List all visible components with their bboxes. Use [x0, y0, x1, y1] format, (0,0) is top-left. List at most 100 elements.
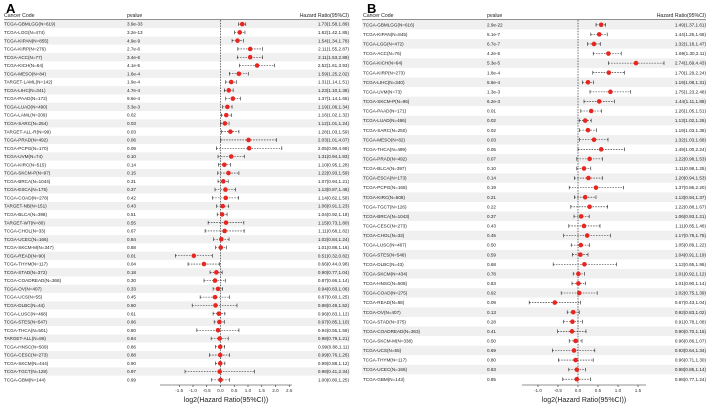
estimate-point	[226, 88, 232, 93]
hazard-ratio-label: 1.23(1.10,1.38)	[318, 88, 350, 93]
estimate-point	[570, 319, 575, 325]
cancer-code-label: TCGA-BRCA(N=1043)	[363, 214, 410, 219]
pvalue-label: 0.02	[487, 128, 496, 133]
cancer-code-label: TCGA-KIRC(N=515)	[4, 162, 46, 167]
table-row	[362, 77, 706, 88]
hazard-ratio-label: 1.44(1.11,1.88)	[675, 99, 706, 104]
hazard-ratio-label: 1.00(0.80,1.25)	[318, 377, 350, 382]
table-row	[4, 226, 350, 236]
table-row	[362, 240, 706, 250]
cancer-code-label: TCGA-STAD(N=372)	[4, 270, 47, 275]
x-tick-label: 0.5	[595, 388, 602, 393]
pvalue-label: 0.66	[127, 320, 136, 325]
estimate-point	[552, 300, 558, 305]
cancer-code-label: TCGA-UVM(N=73)	[363, 89, 402, 94]
hazard-ratio-label: 1.07(0.94,1.21)	[318, 179, 350, 184]
estimate-point	[228, 79, 234, 85]
table-row	[4, 185, 350, 194]
table-row	[4, 301, 350, 310]
table-row	[362, 87, 706, 97]
table-row	[4, 276, 350, 285]
table-row	[4, 235, 350, 244]
pvalue-label: 0.02	[127, 113, 136, 118]
table-row	[4, 28, 350, 37]
estimate-point	[606, 51, 611, 56]
header-hazard-ratio: Hazard Ratio(95%CI)	[300, 13, 350, 19]
hazard-ratio-label: 0.96(0.71,1.30)	[675, 358, 707, 363]
cancer-code-label: TCGA-COAD(N=278)	[4, 195, 49, 200]
pvalue-label: 0.15	[127, 171, 136, 176]
pvalue-label: 0.88	[127, 353, 136, 358]
pvalue-label: 5.3e-5	[487, 61, 500, 66]
hazard-ratio-label: 0.97(0.85,1.10)	[318, 320, 350, 325]
hazard-ratio-label: 0.92(0.83,1.02)	[675, 310, 707, 315]
x-tick-label: 0.5	[231, 388, 238, 393]
pvalue-label: 0.80	[127, 328, 136, 333]
header-cancer-code: Cancer Code	[4, 13, 35, 19]
table-row	[4, 367, 350, 376]
hazard-ratio-label: 1.19(1.03,1.38)	[675, 128, 707, 133]
hazard-ratio-label: 1.69(1.30,2.11)	[675, 51, 706, 56]
pvalue-label: 1.3e-3	[487, 89, 500, 94]
hazard-ratio-label: 2.11(1.53,2.89)	[318, 55, 349, 60]
table-row	[362, 173, 706, 183]
table-row	[4, 135, 350, 145]
table-row	[4, 210, 350, 219]
x-tick-label: 2.0	[272, 388, 279, 393]
hazard-ratio-label: 0.94(0.83,1.06)	[318, 286, 350, 291]
pvalue-label: 1.8e-4	[487, 70, 500, 75]
table-row	[4, 309, 350, 318]
x-tick-label: 1.0	[245, 388, 252, 393]
estimate-point	[222, 162, 227, 168]
pvalue-label: 0.01	[127, 253, 136, 258]
cancer-code-label: TCGA-KIRC(N=508)	[363, 195, 405, 200]
table-row	[4, 86, 350, 95]
table-row	[4, 284, 350, 293]
cancer-code-label: TARGET-WT(N=80)	[4, 220, 45, 225]
pvalue-label: 0.19	[487, 185, 496, 190]
x-tick-label: 0.0	[575, 388, 582, 393]
table-row	[362, 374, 706, 384]
pvalue-label: 1.9e-4	[127, 80, 140, 85]
hazard-ratio-label: 1.12(1.01,1.24)	[318, 121, 350, 126]
hazard-ratio-label: 1.06(0.91,1.23)	[318, 204, 350, 209]
estimate-point	[217, 336, 222, 341]
hazard-ratio-label: 1.19(1.06,1.34)	[318, 104, 350, 109]
cancer-code-label: TARGET-ALL-R(N=99)	[4, 129, 51, 134]
cancer-code-label: TCGA-MESO(N=84)	[4, 71, 46, 76]
cancer-code-label: TCGA-COADREAD(N=363)	[363, 329, 421, 334]
cancer-code-label: TCGA-SKCM-M(N=338)	[363, 338, 413, 343]
cancer-code-label: TCGA-BRCA(N=1044)	[4, 179, 51, 184]
table-row	[4, 326, 350, 335]
pvalue-label: 0.88	[127, 245, 136, 250]
hazard-ratio-label: 0.99(0.76,1.26)	[318, 353, 350, 358]
estimate-point	[574, 376, 580, 382]
estimate-point	[582, 194, 588, 200]
estimate-point	[576, 271, 581, 277]
hazard-ratio-label: 1.22(0.98,1.53)	[675, 156, 707, 161]
estimate-point	[228, 129, 233, 134]
table-row	[4, 293, 350, 302]
hazard-ratio-label: 1.01(0.90,1.14)	[675, 281, 707, 286]
cancer-code-label: TCGA-ESCA(N=175)	[4, 187, 48, 192]
pvalue-label: 1.6e-4	[127, 71, 140, 76]
pvalue-label: 9.6e-4	[127, 96, 140, 101]
cancer-code-label: TCGA-LGG(N=474)	[4, 30, 45, 35]
estimate-point	[217, 352, 223, 358]
estimate-point	[223, 220, 229, 225]
table-row	[362, 307, 706, 317]
hazard-ratio-label: 1.01(0.92,1.12)	[675, 271, 707, 276]
estimate-point	[215, 286, 221, 292]
estimate-point	[574, 367, 580, 372]
cancer-code-label: TCGA-GBMLGG(N=616)	[363, 22, 415, 27]
estimate-point	[223, 187, 228, 192]
hazard-ratio-label: 1.54(1.34,1.78)	[318, 38, 350, 43]
estimate-point	[214, 270, 219, 275]
pvalue-label: 0.43	[127, 204, 136, 209]
pvalue-label: 0.90	[127, 361, 136, 366]
hazard-ratio-label: 1.04(0.91,1.19)	[675, 252, 707, 257]
hazard-ratio-label: 1.44(1.25,1.66)	[675, 32, 707, 37]
pvalue-label: 0.45	[487, 233, 496, 238]
